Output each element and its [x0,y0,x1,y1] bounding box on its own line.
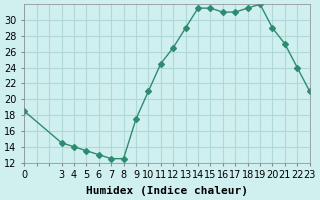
X-axis label: Humidex (Indice chaleur): Humidex (Indice chaleur) [86,186,248,196]
